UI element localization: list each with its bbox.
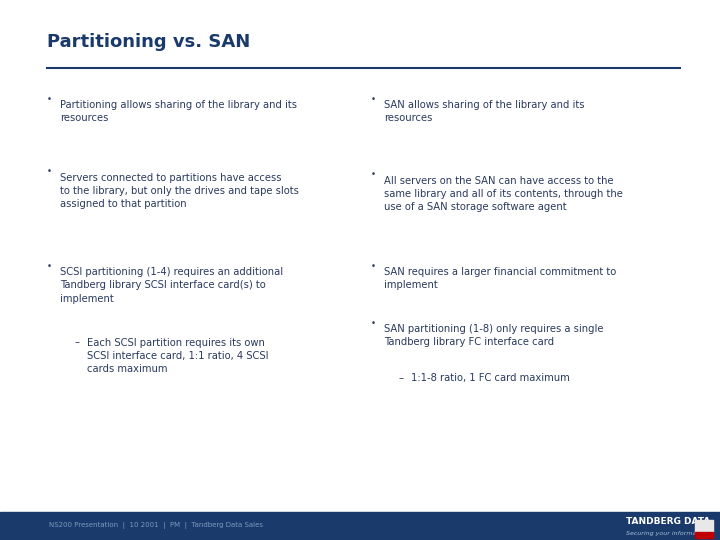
Text: •: • xyxy=(371,262,376,271)
Text: •: • xyxy=(371,94,376,104)
Text: SAN requires a larger financial commitment to
implement: SAN requires a larger financial commitme… xyxy=(384,267,616,291)
Text: •: • xyxy=(371,319,376,328)
Text: •: • xyxy=(47,167,52,177)
Text: –: – xyxy=(398,373,403,383)
Text: Partitioning allows sharing of the library and its
resources: Partitioning allows sharing of the libra… xyxy=(60,100,297,123)
Text: Partitioning vs. SAN: Partitioning vs. SAN xyxy=(47,33,250,51)
Text: NS200 Presentation  |  10 2001  |  PM  |  Tandberg Data Sales: NS200 Presentation | 10 2001 | PM | Tand… xyxy=(49,523,263,529)
Text: 1:1-8 ratio, 1 FC card maximum: 1:1-8 ratio, 1 FC card maximum xyxy=(411,373,570,383)
Bar xyxy=(695,532,713,538)
Bar xyxy=(695,520,713,531)
Text: SAN partitioning (1-8) only requires a single
Tandberg library FC interface card: SAN partitioning (1-8) only requires a s… xyxy=(384,324,603,347)
Text: •: • xyxy=(47,262,52,271)
Text: Servers connected to partitions have access
to the library, but only the drives : Servers connected to partitions have acc… xyxy=(60,173,299,209)
Text: TANDBERG DATA: TANDBERG DATA xyxy=(626,517,711,526)
Text: •: • xyxy=(47,94,52,104)
Bar xyxy=(0,512,720,540)
Text: SCSI partitioning (1-4) requires an additional
Tandberg library SCSI interface c: SCSI partitioning (1-4) requires an addi… xyxy=(60,267,283,303)
Text: Each SCSI partition requires its own
SCSI interface card, 1:1 ratio, 4 SCSI
card: Each SCSI partition requires its own SCS… xyxy=(87,338,269,374)
Text: SAN allows sharing of the library and its
resources: SAN allows sharing of the library and it… xyxy=(384,100,584,123)
Text: All servers on the SAN can have access to the
same library and all of its conten: All servers on the SAN can have access t… xyxy=(384,176,623,212)
Text: –: – xyxy=(74,338,79,348)
Text: •: • xyxy=(371,170,376,179)
Text: Securing your information: Securing your information xyxy=(626,531,709,536)
